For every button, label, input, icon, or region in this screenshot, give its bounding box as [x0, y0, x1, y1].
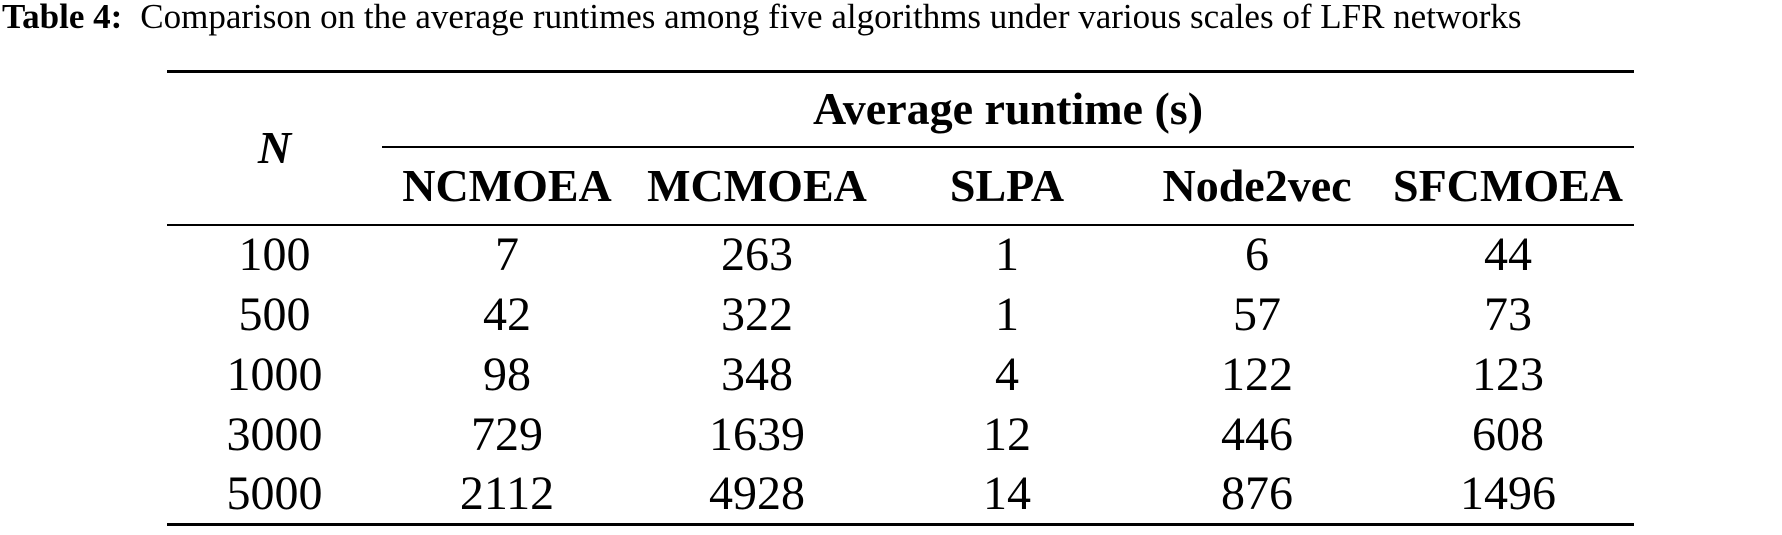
- column-header-sfcmoea: SFCMOEA: [1382, 146, 1635, 226]
- runtime-cell: 98: [483, 347, 531, 401]
- column-header-mcmoea: MCMOEA: [632, 146, 882, 226]
- row-n-cell: 3000: [226, 407, 323, 461]
- table-caption: Table 4: Comparison on the average runtim…: [2, 0, 1521, 40]
- column-header-node2vec: Node2vec: [1132, 146, 1382, 226]
- row-n-cell: 100: [238, 228, 311, 281]
- runtime-cell: 1496: [1382, 464, 1635, 526]
- runtime-cell: 1639: [709, 407, 805, 461]
- row-n-cell: 5000: [167, 464, 382, 526]
- column-header-n: N: [167, 71, 382, 226]
- table-row: 500 42 322 1 57 73: [167, 285, 1634, 345]
- runtime-cell: 122: [1221, 347, 1293, 401]
- runtime-cell: 322: [721, 287, 793, 341]
- runtime-cell: 729: [471, 407, 543, 461]
- column-header-row: NCMOEA MCMOEA SLPA Node2vec SFCMOEA: [167, 146, 1635, 226]
- runtime-cell: 263: [721, 228, 793, 281]
- runtime-cell: 57: [1233, 287, 1281, 341]
- runtime-cell: 1: [995, 228, 1019, 281]
- column-header-slpa: SLPA: [882, 146, 1132, 226]
- group-header-row: N Average runtime (s): [167, 71, 1635, 226]
- table-row: 3000 729 1639 12 446 608: [167, 405, 1634, 465]
- column-header-ncmoea: NCMOEA: [382, 146, 632, 226]
- runtime-cell: 14: [882, 464, 1132, 526]
- runtime-cell: 446: [1221, 407, 1293, 461]
- runtime-cell: 12: [983, 407, 1031, 461]
- table-row: 100 7 263 1 6 44: [167, 225, 1634, 285]
- runtime-cell: 44: [1484, 228, 1532, 281]
- runtime-cell: 876: [1132, 464, 1382, 526]
- caption-text: Comparison on the average runtimes among…: [140, 0, 1522, 36]
- row-n-cell: 1000: [226, 347, 323, 401]
- table-row: 5000 2112 4928 14 876 1496: [167, 464, 1635, 526]
- runtime-cell: 348: [721, 347, 793, 401]
- runtime-cell: 7: [495, 228, 519, 281]
- runtime-cell: 2112: [382, 464, 632, 526]
- runtime-cell: 4: [995, 347, 1019, 401]
- runtime-cell: 1: [995, 287, 1019, 341]
- runtime-table: N Average runtime (s) NCMOEA MCMOEA SLPA…: [167, 70, 1635, 526]
- runtime-cell: 123: [1472, 347, 1544, 401]
- row-n-cell: 500: [238, 287, 311, 341]
- runtime-cell: 4928: [632, 464, 882, 526]
- caption-label: Table 4:: [2, 0, 123, 36]
- runtime-cell: 42: [483, 287, 531, 341]
- runtime-cell: 608: [1472, 407, 1544, 461]
- runtime-cell: 73: [1484, 287, 1532, 341]
- runtime-cell: 6: [1245, 228, 1269, 281]
- group-header-cell: Average runtime (s): [382, 71, 1635, 148]
- table-row: 1000 98 348 4 122 123: [167, 345, 1634, 405]
